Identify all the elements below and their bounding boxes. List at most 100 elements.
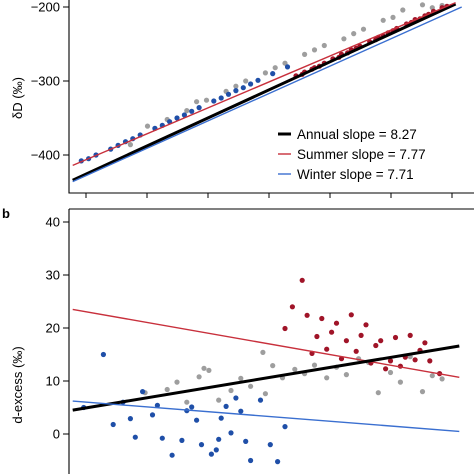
point-other — [360, 26, 367, 32]
point-winter — [275, 459, 281, 465]
point-winter — [196, 105, 202, 111]
point-other — [270, 363, 276, 369]
panel-a-axes — [68, 0, 474, 194]
point-other — [238, 375, 244, 381]
point-winter — [132, 434, 138, 440]
point-winter — [198, 442, 205, 448]
panel-b-y-ticks: 40 30 20 10 0 — [46, 215, 69, 442]
point-winter — [179, 437, 185, 443]
point-winter — [223, 403, 229, 409]
point-winter — [110, 421, 116, 428]
point-summer — [422, 340, 428, 346]
panel-b-plot-area — [72, 277, 460, 465]
point-summer — [333, 320, 340, 326]
point-winter — [127, 416, 133, 422]
point-summer — [329, 329, 335, 335]
point-winter — [257, 397, 264, 403]
point-winter — [218, 95, 224, 101]
point-summer — [358, 332, 364, 338]
point-winter — [248, 457, 254, 464]
point-other — [174, 379, 180, 385]
y-tick-label: 10 — [46, 374, 60, 389]
point-other — [343, 372, 349, 378]
point-other — [243, 78, 249, 84]
point-other — [302, 51, 308, 58]
y-tick-label: 0 — [53, 427, 60, 442]
point-summer — [289, 304, 295, 310]
point-summer — [353, 348, 359, 354]
fit-line-annual — [72, 2, 457, 182]
point-winter — [225, 91, 232, 97]
panel-a-legend: Annual slope = 8.27 Summer slope = 7.77 Wi… — [278, 127, 426, 182]
point-summer — [363, 322, 369, 328]
point-other — [429, 373, 435, 379]
point-other — [387, 369, 394, 376]
point-other — [262, 70, 268, 76]
y-tick-label: −300 — [31, 74, 60, 89]
y-tick-label: 20 — [46, 321, 60, 336]
y-tick-label: −200 — [31, 0, 60, 15]
panel-a: −200 −300 −400 δD (‰) Annual slope = 8.27 S… — [10, 0, 474, 198]
panel-a-y-ticks: −200 −300 −400 — [31, 0, 453, 198]
point-summer — [282, 325, 288, 332]
fit-line-summer — [72, 1, 456, 167]
point-summer — [383, 366, 389, 372]
legend-label: Annual slope = 8.27 — [297, 127, 417, 142]
point-winter — [100, 351, 106, 358]
point-summer — [373, 342, 379, 349]
point-summer — [314, 333, 320, 340]
point-winter — [169, 452, 175, 458]
fit-line-winter — [72, 6, 462, 183]
fit-line-annual — [72, 344, 460, 412]
point-winter — [208, 451, 214, 457]
point-winter — [189, 108, 195, 114]
point-other — [380, 17, 386, 23]
point-summer — [412, 357, 418, 363]
fit-line-summer — [72, 308, 460, 378]
point-other — [272, 65, 278, 71]
point-other — [439, 376, 445, 382]
point-other — [375, 390, 381, 396]
point-other — [233, 83, 239, 89]
point-summer — [324, 346, 330, 352]
point-other — [196, 374, 202, 380]
point-other — [203, 97, 210, 103]
point-other — [311, 362, 318, 368]
panel-a-plot-area — [72, 1, 462, 183]
point-winter — [284, 64, 291, 70]
point-winter — [216, 436, 222, 442]
point-other — [397, 379, 403, 385]
point-other — [228, 387, 234, 394]
point-other — [184, 399, 190, 405]
point-winter — [159, 435, 165, 441]
panel-b: b 40 30 20 10 0 d-excess (‰) — [2, 206, 474, 474]
panel-b-axes — [68, 208, 474, 474]
point-other — [206, 367, 212, 373]
point-winter — [213, 447, 219, 453]
y-tick-label: 40 — [46, 215, 60, 230]
point-winter — [189, 404, 195, 410]
point-other — [282, 60, 288, 66]
legend-label: Winter slope = 7.71 — [297, 167, 414, 182]
point-winter — [267, 442, 273, 448]
point-other — [419, 2, 426, 8]
point-winter — [181, 112, 187, 118]
panel-b-ylabel: d-excess (‰) — [10, 346, 25, 423]
point-winter — [255, 77, 261, 83]
panel-a-ylabel: δD (‰) — [10, 77, 25, 119]
point-winter — [154, 402, 160, 408]
point-winter — [243, 438, 249, 444]
point-other — [351, 30, 357, 37]
point-other — [127, 142, 133, 148]
point-summer — [387, 358, 394, 364]
legend-label: Summer slope = 7.77 — [297, 147, 426, 162]
point-other — [400, 7, 406, 13]
point-other — [324, 375, 330, 381]
point-other — [184, 108, 190, 114]
point-winter — [248, 81, 254, 87]
point-summer — [299, 277, 305, 283]
point-other — [201, 365, 207, 371]
point-other — [144, 123, 151, 129]
point-summer — [343, 338, 349, 344]
point-winter — [174, 115, 180, 121]
